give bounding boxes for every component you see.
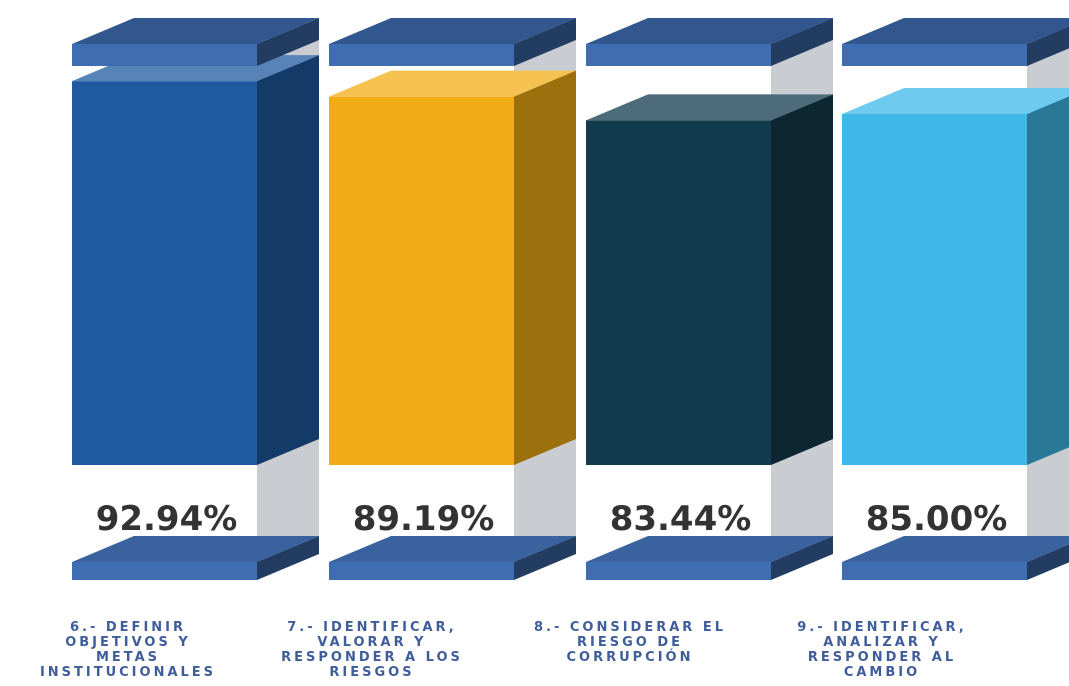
bar-group-3 [586, 18, 833, 580]
bar-4-top [842, 87, 1069, 114]
bar-4-side [1027, 96, 1069, 465]
cap-3-side [771, 18, 833, 66]
base-1-top [72, 536, 319, 562]
bar-2-side [514, 70, 576, 466]
category-label-4: 9.- IDENTIFICAR, ANALIZAR Y RESPONDER AL… [797, 620, 967, 680]
cap-2-front [329, 44, 514, 66]
bar-2-top [329, 70, 576, 97]
cap-1-side [257, 18, 319, 66]
base-4-front [842, 562, 1027, 580]
bar-group-1 [72, 18, 319, 580]
base-1-front [72, 562, 257, 580]
cap-1-top [72, 18, 319, 44]
value-label-3: 83.44% [610, 499, 752, 539]
base-3-top [586, 536, 833, 562]
cap-4-side [1027, 26, 1069, 66]
category-label-1: 6.- DEFINIR OBJETIVOS Y METAS INSTITUCIO… [39, 620, 217, 680]
base-2-side [514, 536, 576, 580]
bar-3-top [586, 94, 833, 121]
value-label-4: 85.00% [866, 499, 1008, 539]
base-2-top [329, 536, 576, 562]
cap-3-front [586, 44, 771, 66]
bar-3-front [586, 120, 771, 466]
base-3-side [771, 536, 833, 580]
category-label-2: 7.- IDENTIFICAR, VALORAR Y RESPONDER A L… [281, 620, 463, 680]
bar-3-side [771, 94, 833, 466]
value-label-1: 92.94% [96, 499, 238, 539]
base-1-side [257, 536, 319, 580]
category-label-3: 8.- CONSIDERAR EL RIESGO DE CORRUPCIÓN [533, 620, 727, 665]
cap-4-top [842, 18, 1069, 44]
value-label-2: 89.19% [353, 499, 495, 539]
cap-2-side [514, 18, 576, 66]
base-3-front [586, 562, 771, 580]
bar-group-4 [842, 18, 1069, 580]
cap-3-top [586, 18, 833, 44]
bar-2-front [329, 96, 514, 466]
cap-4-front [842, 44, 1027, 66]
cap-1-front [72, 44, 257, 66]
bar-1-front [72, 81, 257, 465]
bar-group-2 [329, 18, 576, 580]
bar-4-front [842, 113, 1027, 465]
bar-1-side [257, 55, 319, 465]
cap-2-top [329, 18, 576, 44]
base-2-front [329, 562, 514, 580]
base-4-side [1027, 544, 1069, 580]
base-4-top [842, 536, 1069, 562]
